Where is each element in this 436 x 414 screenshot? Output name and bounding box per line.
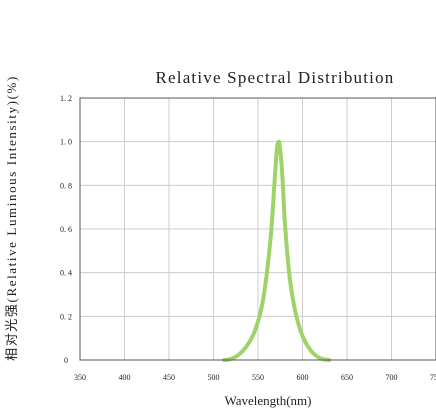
x-tick-label: 450 (163, 373, 175, 382)
y-tick-label: 1. 2 (60, 94, 72, 103)
x-tick-label: 400 (119, 373, 131, 382)
chart-title: Relative Spectral Distribution (155, 68, 394, 87)
tick-labels: 350 400 450 500 550 600 650 700 750 0 0. 2 0. 4 0. 6… (60, 94, 436, 382)
y-tick-label: 1. 0 (60, 138, 72, 147)
x-tick-label: 700 (386, 373, 398, 382)
y-tick-label: 0. 6 (60, 225, 72, 234)
y-tick-label: 0 (64, 356, 68, 365)
x-tick-label: 500 (208, 373, 220, 382)
x-tick-label: 750 (430, 373, 436, 382)
y-axis-label: 相对光强(Relative Luminous Intensity)(%) (4, 75, 19, 361)
x-tick-label: 550 (252, 373, 264, 382)
series-layer (222, 139, 332, 362)
x-tick-label: 350 (74, 373, 86, 382)
x-axis-label: Wavelength(nm) (224, 393, 311, 408)
grid (80, 98, 436, 360)
series-line-0 (222, 139, 332, 362)
y-tick-label: 0. 8 (60, 181, 72, 190)
x-tick-label: 650 (341, 373, 353, 382)
y-tick-label: 0. 2 (60, 312, 72, 321)
y-tick-label: 0. 4 (60, 269, 72, 278)
x-tick-label: 600 (297, 373, 309, 382)
plot-frame (79, 97, 436, 361)
